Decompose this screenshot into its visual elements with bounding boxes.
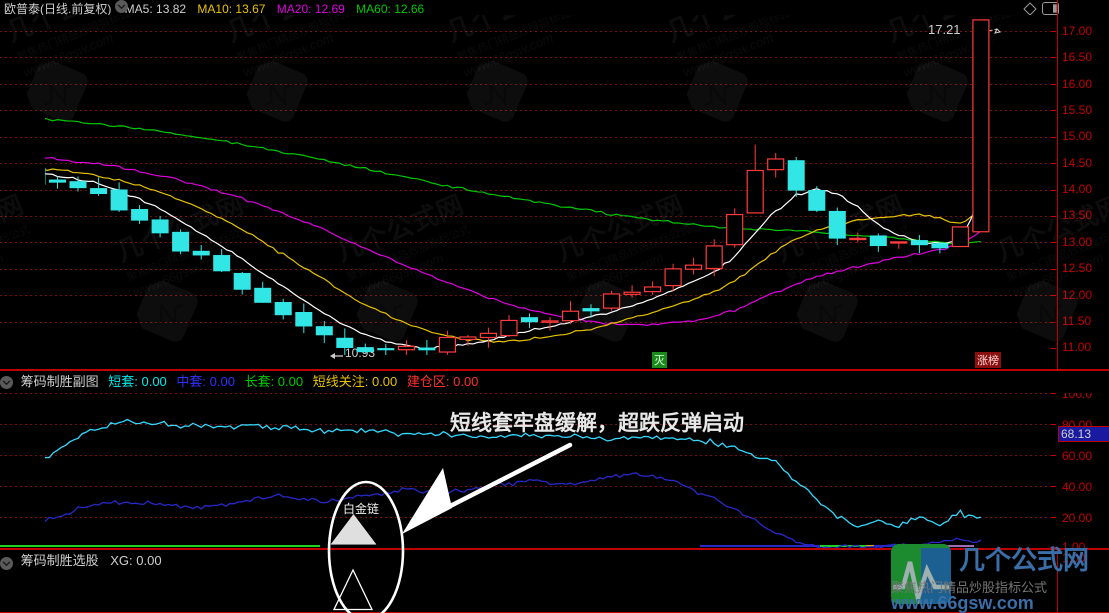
svg-text:短线套牢盘缓解，超跌反弹启动: 短线套牢盘缓解，超跌反弹启动 (450, 411, 744, 435)
svg-text:白金链: 白金链 (343, 501, 379, 516)
